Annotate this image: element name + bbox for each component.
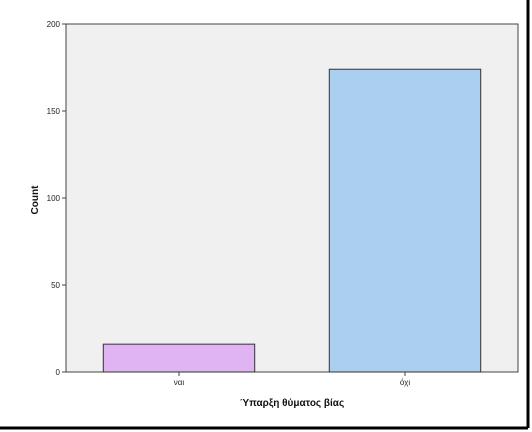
y-tick-label: 150 — [47, 107, 61, 116]
x-tick-label: όχι — [400, 378, 410, 387]
y-tick-label: 50 — [51, 281, 60, 290]
y-tick-label: 200 — [47, 20, 61, 29]
x-axis: ναι όχι — [174, 372, 410, 387]
y-tick-label: 100 — [47, 194, 61, 203]
y-axis-title: Count — [30, 185, 41, 215]
x-axis-title: Ύπαρξη θύματος βίας — [240, 398, 344, 409]
y-axis: 0 50 100 150 200 — [47, 20, 66, 377]
bar-0 — [102, 343, 256, 373]
bar-1 — [328, 68, 482, 373]
x-tick-label: ναι — [174, 378, 185, 387]
y-tick-label: 0 — [56, 368, 61, 377]
